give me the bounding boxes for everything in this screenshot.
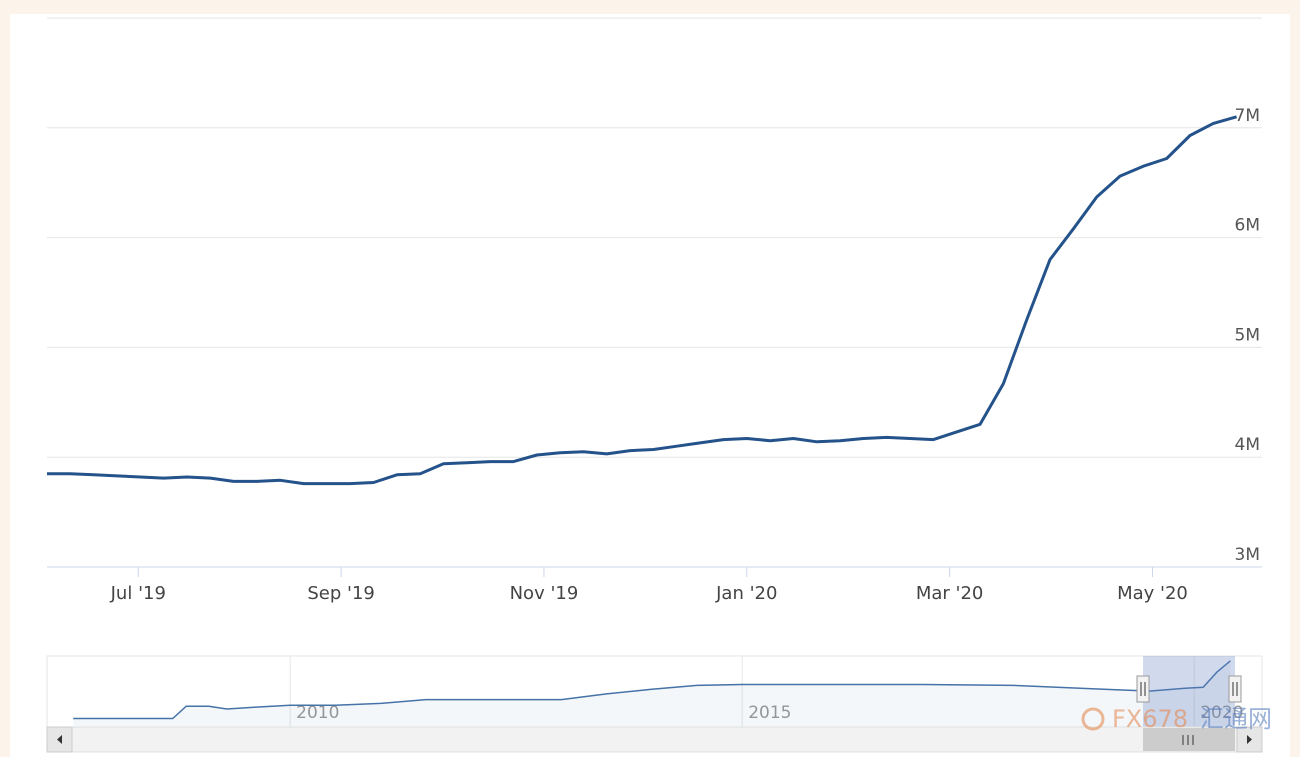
- x-tick-label: Nov '19: [510, 583, 579, 604]
- arrow-right: [1247, 735, 1252, 744]
- y-tick-label: 5M: [1235, 325, 1260, 345]
- watermark: 汇通网: [1200, 705, 1272, 733]
- watermark: FX678: [1112, 705, 1188, 733]
- x-tick-label: Mar '20: [916, 583, 984, 604]
- x-tick-label: Jul '19: [110, 583, 166, 604]
- navigator-tick-label: 2020: [1200, 703, 1243, 723]
- navigator-tick-label: 2015: [748, 703, 791, 723]
- watermark-logo: [1081, 707, 1105, 731]
- navigator-handle-right[interactable]: [1228, 675, 1242, 703]
- scrollbar-grip: [1182, 735, 1194, 745]
- y-tick-label: 4M: [1235, 435, 1260, 455]
- y-tick-label: 3M: [1235, 545, 1260, 565]
- y-tick-label: 6M: [1235, 216, 1260, 236]
- navigator-mask[interactable]: [1143, 656, 1235, 727]
- data-line: [47, 115, 1238, 486]
- chart-background: [10, 14, 1290, 757]
- x-tick-label: May '20: [1117, 583, 1188, 604]
- x-tick-label: Sep '19: [307, 583, 375, 604]
- navigator-area-fill: [73, 660, 1231, 727]
- arrow-left: [57, 735, 62, 744]
- navigator-tick-label: 2010: [296, 703, 339, 723]
- x-tick-label: Jan '20: [715, 583, 777, 604]
- navigator-handle-left[interactable]: [1136, 675, 1150, 703]
- y-tick-label: 7M: [1235, 106, 1260, 126]
- scrollbar-track[interactable]: [46, 726, 1263, 753]
- scrollbar-thumb[interactable]: [1143, 728, 1235, 751]
